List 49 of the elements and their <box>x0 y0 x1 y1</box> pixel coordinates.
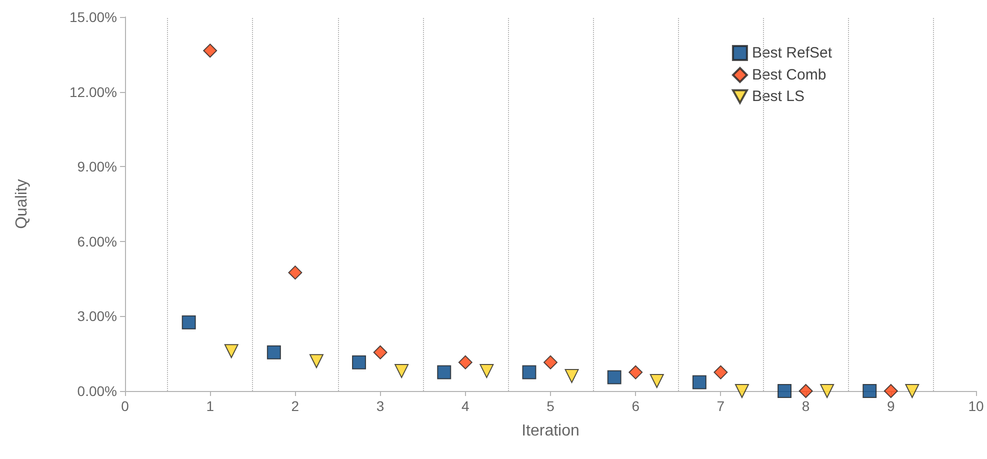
point <box>692 375 706 390</box>
legend-label: Best LS <box>752 88 804 105</box>
y-tick-label: 9.00% <box>77 158 117 175</box>
y-tick-label: 3.00% <box>77 308 117 324</box>
x-tick-label: 7 <box>716 398 725 414</box>
point <box>862 384 877 398</box>
x-tick-label: 3 <box>376 398 384 414</box>
point <box>458 355 472 370</box>
point <box>607 370 622 384</box>
x-tick-label: 2 <box>291 398 300 414</box>
y-tick-label: 15.00% <box>70 9 117 25</box>
point <box>734 384 749 398</box>
x-tick-label: 0 <box>121 398 130 414</box>
point <box>480 364 494 378</box>
legend-label: Best RefSet <box>752 44 833 62</box>
point <box>628 365 643 380</box>
point <box>778 384 792 398</box>
x-tick-label: 1 <box>206 398 214 414</box>
point <box>373 345 388 360</box>
x-axis-title: Iteration <box>522 422 580 440</box>
point <box>224 344 238 358</box>
point <box>203 44 218 58</box>
point <box>522 365 536 380</box>
point <box>352 355 366 370</box>
point <box>544 355 558 370</box>
x-tick-label: 4 <box>462 398 470 414</box>
point <box>309 354 324 368</box>
x-tick-label: 9 <box>887 398 895 414</box>
point <box>394 364 409 378</box>
y-tick-label: 0.00% <box>77 383 117 399</box>
point <box>820 384 834 398</box>
point <box>798 384 813 398</box>
y-axis-title: Quality <box>14 179 30 229</box>
x-tick-label: 10 <box>968 398 984 414</box>
point <box>437 365 452 380</box>
x-tick-label: 6 <box>632 398 640 414</box>
y-tick-label: 12.00% <box>70 84 117 100</box>
point <box>905 384 920 398</box>
point <box>182 315 196 330</box>
x-tick-label: 5 <box>546 398 555 414</box>
y-tick-label: 6.00% <box>77 233 117 250</box>
point <box>564 369 579 384</box>
point <box>650 374 664 388</box>
x-tick-label: 8 <box>802 398 810 414</box>
point <box>884 384 898 398</box>
legend-label: Best Comb <box>752 66 826 84</box>
point <box>714 365 728 380</box>
point <box>288 266 302 280</box>
point <box>266 345 281 360</box>
